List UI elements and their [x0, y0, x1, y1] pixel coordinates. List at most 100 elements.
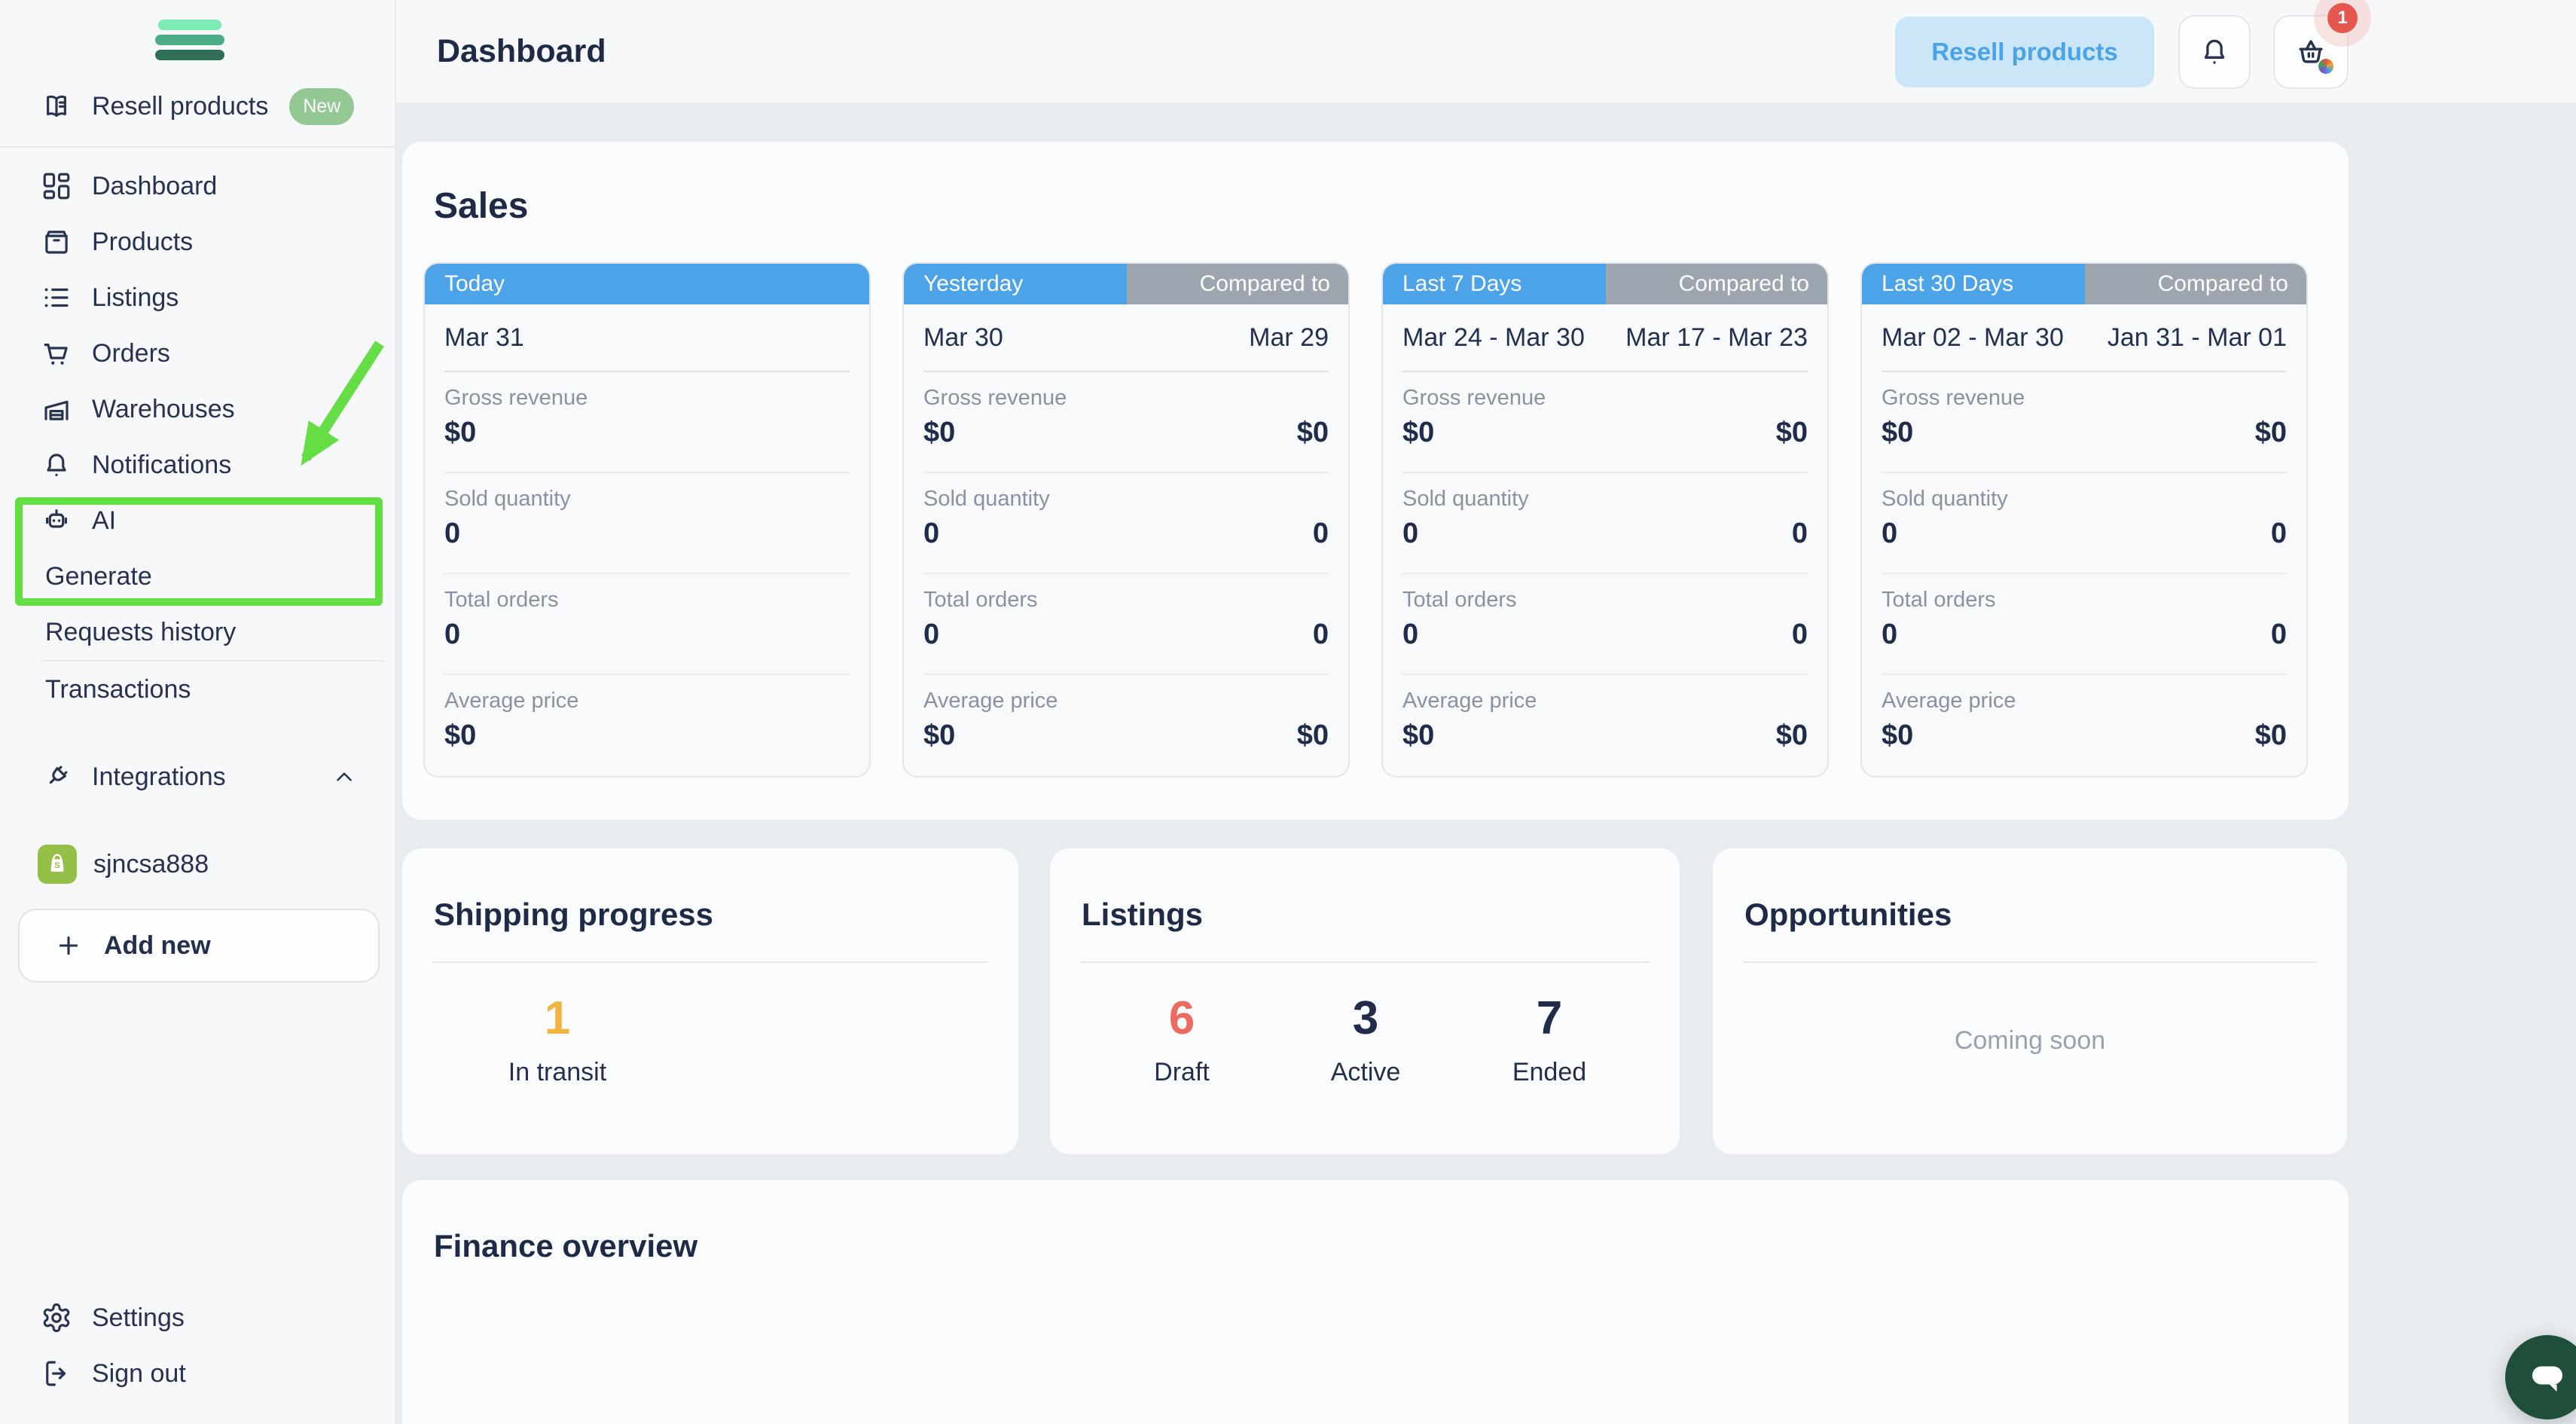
basket-count-badge: 1 [2327, 3, 2358, 33]
sidebar-item-resell-products[interactable]: Resell products New [0, 78, 396, 134]
notifications-button[interactable] [2178, 15, 2251, 89]
sidebar-item-settings[interactable]: Settings [0, 1290, 396, 1346]
listings-draft-stat: 6 Draft [1154, 992, 1210, 1087]
add-new-label: Add new [104, 930, 211, 960]
sidebar-item-label: Sign out [92, 1358, 186, 1388]
sidebar-item-label: Generate [45, 561, 152, 591]
sales-title: Sales [434, 186, 529, 226]
sidebar-item-listings[interactable]: Listings [0, 270, 396, 325]
basket-icon [2299, 40, 2323, 63]
sidebar-item-generate[interactable]: Generate [0, 549, 396, 604]
finance-overview-panel: Finance overview No data to display [402, 1180, 2349, 1424]
stat-sold-quantity: Sold quantity 0 0 [1882, 473, 2287, 574]
dashboard-grid-icon [43, 173, 70, 200]
new-badge: New [289, 87, 355, 125]
resell-products-button[interactable]: Resell products [1895, 17, 2154, 87]
stat-total-orders: Total orders 0 0 [923, 574, 1329, 675]
sidebar-menu: Dashboard Products Listings Orders Wareh… [0, 148, 396, 717]
basket-color-dot [2318, 59, 2333, 74]
sales-panel: Sales Today Mar 31 Gross revenue $0 Sold … [402, 142, 2349, 820]
sidebar-item-products[interactable]: Products [0, 214, 396, 270]
sidebar-item-label: Transactions [45, 674, 191, 704]
compare-tab: Compared to [1606, 264, 1827, 304]
sales-card-yesterday: Yesterday Compared to Mar 30 Mar 29 Gross … [902, 262, 1350, 778]
chat-launcher-button[interactable] [2505, 1335, 2576, 1419]
sidebar-item-label: Notifications [92, 450, 232, 479]
sidebar-item-label: Listings [92, 283, 179, 312]
shipping-progress-card: Shipping progress 1 In transit [402, 848, 1018, 1154]
gear-icon [43, 1303, 70, 1333]
compare-date: Mar 29 [1249, 322, 1329, 352]
stat-total-orders: Total orders 0 0 [1402, 574, 1808, 675]
sales-card-today: Today Mar 31 Gross revenue $0 Sold quanti… [423, 262, 871, 778]
sidebar-item-shopify-account[interactable]: S sjncsa888 [0, 836, 396, 892]
sidebar-item-label: Warehouses [92, 394, 235, 423]
stat-sold-quantity: Sold quantity 0 0 [923, 473, 1329, 574]
stat-gross-revenue: Gross revenue $0 [444, 372, 850, 473]
period-date: Mar 24 - Mar 30 [1402, 322, 1585, 352]
compare-tab: Compared to [1127, 264, 1348, 304]
sales-card-last-7-days: Last 7 Days Compared to Mar 24 - Mar 30 Ma… [1381, 262, 1829, 778]
sidebar-item-requests-history[interactable]: Requests history [0, 604, 396, 660]
account-name: sjncsa888 [93, 849, 209, 879]
chevron-up-icon[interactable] [331, 764, 357, 790]
stat-sold-quantity: Sold quantity 0 0 [1402, 473, 1808, 574]
sidebar-item-label: AI [92, 506, 117, 535]
stat-average-price: Average price $0 $0 [923, 689, 1329, 751]
stat-average-price: Average price $0 $0 [1402, 689, 1808, 751]
listings-ended-stat: 7 Ended [1512, 992, 1587, 1087]
compare-tab: Compared to [2085, 264, 2306, 304]
stat-gross-revenue: Gross revenue $0 $0 [1402, 372, 1808, 473]
card-title: Finance overview [434, 1228, 698, 1264]
sign-out-icon [46, 1361, 66, 1386]
stat-average-price: Average price $0 $0 [1882, 689, 2287, 751]
sidebar-item-label: Settings [92, 1303, 185, 1332]
period-tab: Last 7 Days [1383, 264, 1606, 304]
sidebar-item-notifications[interactable]: Notifications [0, 437, 396, 493]
page-title: Dashboard [437, 33, 606, 69]
sidebar-item-orders[interactable]: Orders [0, 325, 396, 381]
chat-bubble-icon [2532, 1366, 2562, 1392]
sidebar-item-label: Dashboard [92, 171, 218, 200]
stat-gross-revenue: Gross revenue $0 $0 [923, 372, 1329, 473]
period-tab: Last 30 Days [1862, 264, 2085, 304]
sidebar-item-label: Integrations [92, 762, 226, 791]
sidebar-item-label: Products [92, 227, 194, 256]
app-logo[interactable] [155, 20, 224, 65]
sidebar-item-sign-out[interactable]: Sign out [0, 1346, 396, 1401]
plug-icon [49, 765, 68, 784]
book-open-icon [47, 95, 66, 117]
sidebar-divider [41, 660, 384, 662]
period-date: Mar 02 - Mar 30 [1882, 322, 2064, 352]
divider [432, 961, 988, 963]
card-title: Listings [1082, 897, 1204, 932]
sidebar-item-ai[interactable]: AI [0, 493, 396, 549]
listings-card: Listings 6 Draft 3 Active 7 Ended [1050, 848, 1680, 1154]
period-tab: Today [425, 264, 869, 304]
period-date: Mar 31 [444, 322, 524, 352]
shipping-in-transit-stat: 1 In transit [508, 992, 607, 1087]
sidebar-section-integrations[interactable]: Integrations [0, 749, 396, 805]
sidebar: Resell products New Dashboard Products L… [0, 0, 396, 1424]
bell-icon [2204, 39, 2225, 64]
card-title: Shipping progress [434, 897, 714, 932]
empty-state-text: Coming soon [1954, 1026, 2106, 1055]
divider [1743, 961, 2317, 963]
sidebar-item-warehouses[interactable]: Warehouses [0, 381, 396, 437]
period-tab: Yesterday [904, 264, 1127, 304]
stat-total-orders: Total orders 0 0 [1882, 574, 2287, 675]
bell-icon [47, 454, 66, 477]
main-content: Sales Today Mar 31 Gross revenue $0 Sold … [396, 104, 2576, 1424]
stat-total-orders: Total orders 0 [444, 574, 850, 675]
card-title: Opportunities [1744, 897, 1952, 932]
sidebar-item-label: Resell products [92, 91, 269, 121]
compare-date: Jan 31 - Mar 01 [2107, 322, 2287, 352]
sidebar-item-dashboard[interactable]: Dashboard [0, 158, 396, 214]
stat-average-price: Average price $0 [444, 689, 579, 751]
sidebar-item-label: Orders [92, 338, 170, 368]
basket-button[interactable]: 1 [2273, 0, 2371, 89]
sidebar-item-transactions[interactable]: Transactions [0, 662, 396, 717]
top-header: Dashboard Resell products 1 [396, 0, 2576, 104]
divider [1080, 961, 1650, 963]
add-new-integration-button[interactable]: Add new [18, 909, 380, 982]
